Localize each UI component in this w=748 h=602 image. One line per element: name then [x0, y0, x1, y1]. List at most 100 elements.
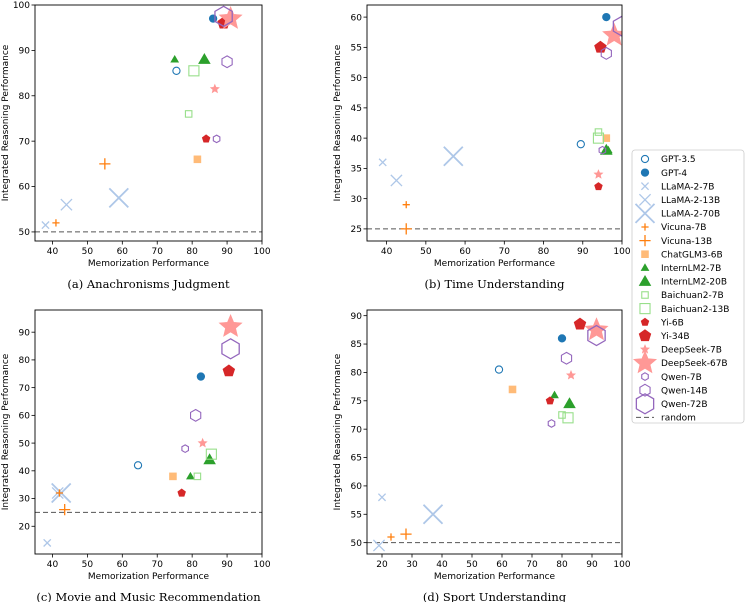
- y-tick-label: 75: [351, 397, 362, 407]
- y-tick-label: 80: [19, 92, 31, 102]
- point-vicuna13: [400, 223, 412, 235]
- legend-label-baichuan13: Baichuan2-13B: [661, 305, 729, 315]
- point-gpt35: [494, 365, 504, 374]
- legend-label-gpt4: GPT-4: [661, 169, 687, 179]
- point-qwen14: [221, 55, 233, 69]
- point-ds67: [602, 22, 622, 46]
- x-tick-label: 90: [221, 247, 233, 257]
- chart-panel-2: 40 50 60 70 80 90 100 25 30 35 40 45 50 55 60 Memorizat…: [333, 4, 631, 291]
- point-intern7: [186, 471, 195, 480]
- legend-marker-intern7: [640, 263, 650, 271]
- point-intern20: [198, 53, 211, 64]
- point-yi6: [545, 396, 555, 405]
- legend-label-llama7: LLaMA-2-7B: [661, 182, 714, 192]
- y-tick-label: 50: [19, 439, 31, 449]
- y-tick-label: 70: [19, 384, 31, 394]
- y-tick-label: 70: [351, 425, 363, 435]
- x-tick-label: 40: [47, 247, 59, 257]
- panel-caption: (d) Sport Understanding: [423, 590, 567, 602]
- legend-marker-gpt4: [640, 168, 650, 177]
- x-tick-label: 50: [82, 560, 94, 570]
- legend-box: [631, 149, 745, 424]
- x-tick-label: 20: [376, 560, 388, 570]
- point-baichuan7: [193, 472, 202, 481]
- point-llama70: [422, 504, 444, 525]
- y-tick-label: 70: [19, 137, 31, 147]
- point-gpt4: [196, 372, 206, 381]
- point-qwen72: [587, 324, 606, 347]
- legend-label-qwen7: Qwen-7B: [661, 373, 702, 383]
- x-tick-label: 50: [466, 560, 478, 570]
- data-points: [43, 313, 243, 547]
- data-points: [41, 5, 243, 230]
- point-qwen7: [181, 444, 189, 454]
- x-tick-label: 50: [82, 247, 94, 257]
- legend-marker-intern20: [638, 274, 652, 286]
- point-llama13: [390, 174, 403, 187]
- x-tick-label: 80: [556, 560, 568, 570]
- point-baichuan13: [562, 412, 574, 424]
- point-yi6: [201, 134, 211, 143]
- legend-marker-yi6: [640, 317, 650, 326]
- x-axis-label: Memorization Performance: [434, 259, 556, 269]
- point-intern7: [170, 54, 180, 63]
- point-qwen14: [560, 351, 573, 365]
- legend-label-llama70: LLaMA-2-70B: [661, 210, 720, 220]
- point-ds7: [209, 83, 220, 94]
- point-qwen14: [190, 408, 202, 422]
- point-ds67: [584, 317, 609, 341]
- y-tick-label: 60: [351, 13, 363, 23]
- y-tick-label: 55: [351, 44, 362, 54]
- point-qwen72: [612, 15, 622, 37]
- data-points: [378, 12, 622, 235]
- legend-label-llama13: LLaMA-2-13B: [661, 196, 720, 206]
- x-tick-label: 100: [613, 247, 630, 257]
- y-tick-label: 55: [351, 510, 362, 520]
- point-vicuna7: [52, 219, 60, 227]
- y-tick-label: 65: [351, 454, 362, 464]
- point-baichuan7: [184, 110, 193, 118]
- x-tick-label: 80: [538, 247, 550, 257]
- point-llama7: [377, 493, 387, 502]
- point-llama70: [108, 187, 129, 209]
- point-gpt4: [557, 334, 567, 343]
- y-tick-label: 25: [351, 225, 362, 235]
- legend-marker-chatglm3: [641, 250, 649, 258]
- chart-panel-3: 40 50 60 70 80 90 100 20 30 40 50 60 70 80 90 Memorizat…: [1, 309, 271, 602]
- axes-frame: [366, 309, 623, 555]
- point-gpt35: [133, 461, 143, 470]
- point-ds67: [218, 313, 243, 337]
- legend-label-intern7: InternLM2-7B: [661, 264, 721, 274]
- legend: GPT-3.5 GPT-4 LLaMA-2-7B LLaMA-2-13B LLaMA-2…: [631, 149, 745, 424]
- point-yi34: [222, 364, 236, 377]
- x-tick-label: 60: [117, 247, 129, 257]
- legend-label-intern20: InternLM2-20B: [661, 278, 727, 288]
- point-ds7: [565, 369, 577, 380]
- point-ds7: [197, 437, 208, 448]
- y-tick-label: 50: [351, 539, 363, 549]
- x-tick-label: 60: [117, 560, 129, 570]
- x-tick-label: 80: [186, 247, 198, 257]
- y-tick-label: 80: [351, 369, 363, 379]
- y-tick-label: 90: [19, 47, 31, 57]
- legend-marker-vicuna7: [641, 223, 649, 231]
- point-qwen7: [598, 145, 607, 155]
- x-tick-label: 90: [577, 247, 589, 257]
- x-axis-label: Memorization Performance: [434, 572, 556, 582]
- y-tick-label: 20: [19, 522, 31, 532]
- legend-label-chatglm3: ChatGLM3-6B: [661, 250, 723, 260]
- data-points: [372, 317, 609, 552]
- chart-panel-4: 20 30 40 50 60 70 80 90 100 50 55 60 65 70 75 80 85 90 Mem…: [333, 309, 631, 602]
- y-tick-label: 30: [351, 195, 363, 205]
- point-baichuan13: [205, 448, 217, 460]
- y-tick-label: 40: [351, 134, 363, 144]
- legend-marker-qwen72: [635, 393, 655, 415]
- x-tick-label: 90: [221, 560, 233, 570]
- point-baichuan7: [594, 128, 603, 136]
- x-tick-label: 60: [496, 560, 508, 570]
- point-llama7: [43, 538, 52, 547]
- y-axis-label: Integrated Reasoning Performance: [333, 353, 343, 510]
- y-tick-label: 90: [19, 328, 31, 338]
- x-tick-label: 30: [406, 560, 418, 570]
